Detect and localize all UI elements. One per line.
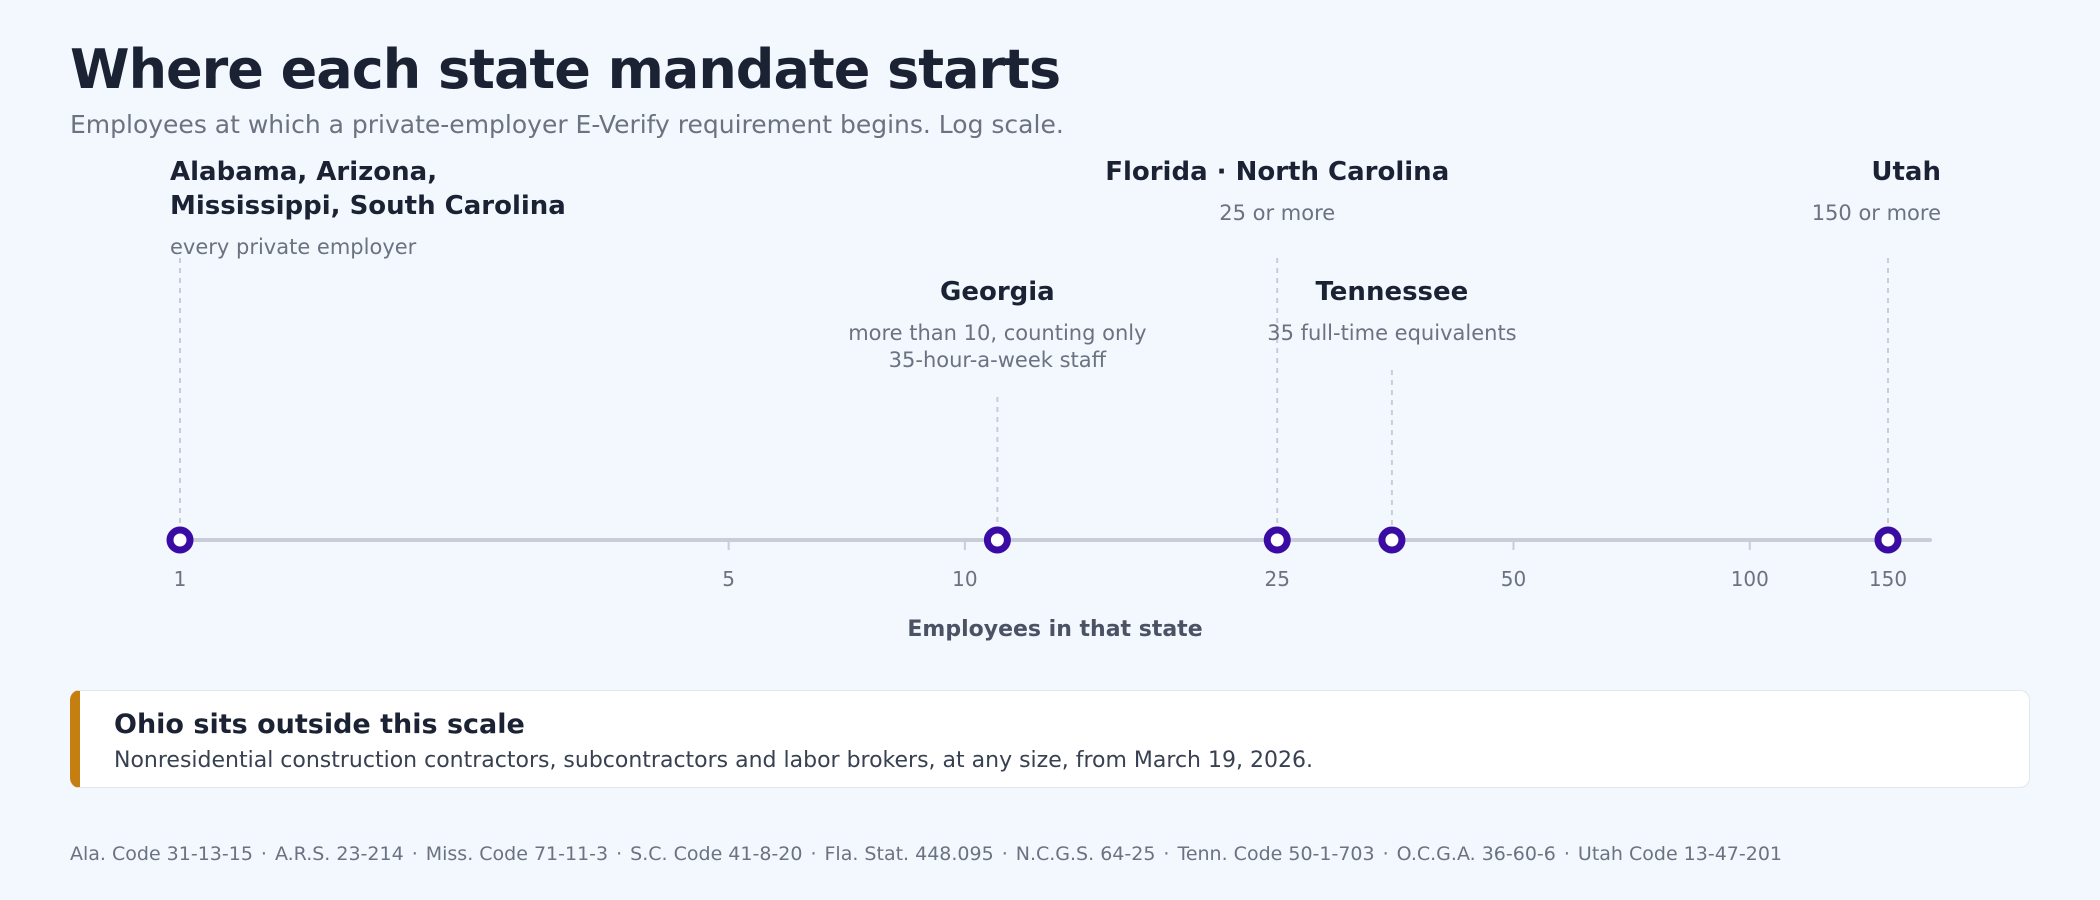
source-separator: ·	[616, 843, 623, 865]
point-label-name: Florida · North Carolina	[1105, 157, 1449, 187]
source-separator: ·	[1163, 843, 1170, 865]
ohio-callout: Ohio sits outside this scale Nonresident…	[70, 690, 2030, 788]
callout-title: Ohio sits outside this scale	[114, 709, 525, 740]
point-label-name: Mississippi, South Carolina	[170, 191, 566, 221]
threshold-point	[983, 526, 1011, 554]
point-label-name: Georgia	[940, 277, 1055, 307]
point-label-desc: 150 or more	[1812, 201, 1941, 225]
source-citation: Tenn. Code 50-1-703	[1177, 843, 1375, 865]
threshold-chart: 1 5 10 25 50 100 150 Employees in that state Ala…	[166, 157, 1941, 642]
x-tick-label: 10	[952, 567, 977, 591]
x-tick-label: 25	[1265, 567, 1290, 591]
source-citation: Utah Code 13-47-201	[1577, 843, 1782, 865]
point-label-desc: more than 10, counting only	[848, 321, 1146, 345]
source-separator: ·	[1563, 843, 1570, 865]
source-separator: ·	[810, 843, 817, 865]
x-tick-label: 1	[174, 567, 187, 591]
point-label-name: Tennessee	[1316, 277, 1469, 307]
source-citation: A.R.S. 23-214	[274, 843, 404, 865]
source-citation: Miss. Code 71-11-3	[425, 843, 609, 865]
x-tick-label: 5	[722, 567, 735, 591]
point-label-name: Utah	[1871, 157, 1941, 187]
point-label-desc: every private employer	[170, 235, 417, 259]
threshold-point	[1263, 526, 1291, 554]
threshold-point	[1874, 526, 1902, 554]
source-separator: ·	[1382, 843, 1389, 865]
x-tick-label: 150	[1869, 567, 1907, 591]
source-citation: S.C. Code 41-8-20	[630, 843, 803, 865]
point-label-name: Alabama, Arizona,	[170, 157, 437, 187]
x-tick-label: 50	[1501, 567, 1526, 591]
source-separator: ·	[1001, 843, 1008, 865]
point-label-desc: 35 full-time equivalents	[1267, 321, 1516, 345]
source-citation: Ala. Code 31-13-15	[70, 843, 253, 865]
source-citation: O.C.G.A. 36-60-6	[1396, 843, 1556, 865]
x-axis-title: Employees in that state	[907, 617, 1202, 642]
page-title: Where each state mandate starts	[70, 38, 1061, 101]
point-label-desc: 25 or more	[1219, 201, 1335, 225]
source-citation: N.C.G.S. 64-25	[1015, 843, 1156, 865]
source-separator: ·	[411, 843, 418, 865]
point-label-desc: 35-hour-a-week staff	[889, 348, 1107, 372]
sources-footer: Ala. Code 31-13-15 · A.R.S. 23-214 · Miss. C…	[70, 843, 1782, 865]
source-separator: ·	[260, 843, 267, 865]
callout-body: Nonresidential construction contractors,…	[114, 748, 1313, 773]
page-subtitle: Employees at which a private-employer E-…	[70, 110, 1064, 139]
threshold-point	[1378, 526, 1406, 554]
threshold-point	[166, 526, 194, 554]
source-citation: Fla. Stat. 448.095	[824, 843, 994, 865]
x-tick-label: 100	[1731, 567, 1769, 591]
